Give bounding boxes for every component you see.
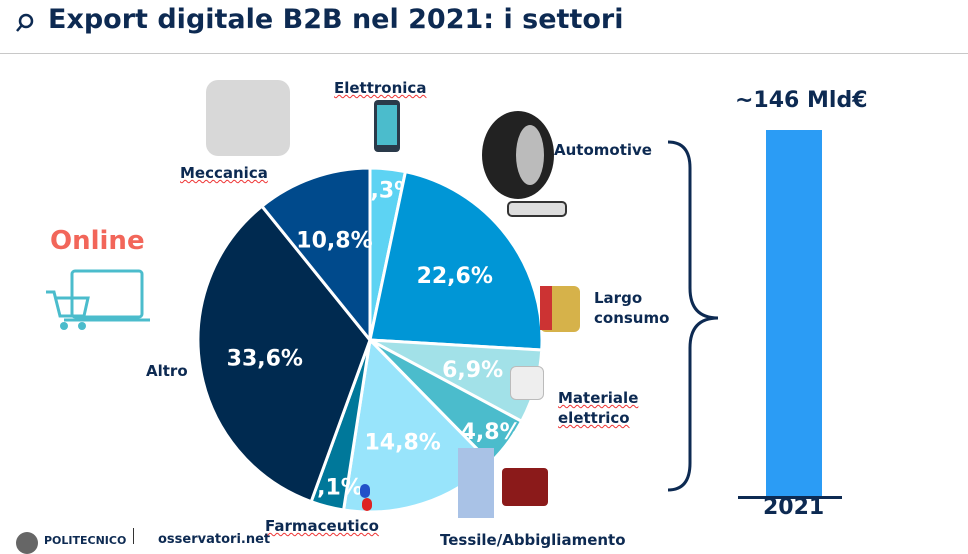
label-elettronica: Elettronica (334, 79, 427, 97)
electric-plug-icon (510, 366, 544, 400)
pie-slice-value: 22,6% (417, 264, 493, 289)
pills-icon (360, 484, 372, 511)
label-altro: Altro (146, 362, 188, 380)
tire-icon (482, 111, 567, 217)
curly-brace (667, 140, 719, 492)
footer-divider (133, 528, 134, 544)
pie-slice-meccanica (259, 166, 372, 345)
smartphone-icon (374, 100, 400, 152)
label-largo-consumo: Largo consumo (594, 289, 670, 327)
pie-slice-value: 6,9% (442, 358, 503, 383)
pie-slice-value: 14,8% (365, 431, 441, 456)
politecnico-text: POLITECNICO (44, 534, 127, 547)
label-tessile: Tessile/Abbigliamento (440, 531, 626, 549)
bar-baseline (738, 496, 842, 499)
online-label: Online (50, 226, 145, 256)
bar-2021 (766, 130, 822, 497)
label-automotive: Automotive (554, 141, 652, 159)
laptop-cart-icon (46, 269, 150, 330)
magnifier-icon (16, 13, 34, 32)
label-meccanica: Meccanica (180, 164, 268, 182)
politecnico-logo (16, 532, 38, 554)
page-title: Export digitale B2B nel 2021: i settori (48, 4, 624, 35)
label-farmaceutico: Farmaceutico (265, 517, 379, 535)
osservatori-logo: osservatori.net (158, 532, 271, 547)
bar-data-label: ~146 Mld€ (735, 88, 868, 113)
clothing-icon (458, 448, 550, 524)
pie-slice-value: 33,6% (227, 347, 303, 372)
gear-mechanism-icon (206, 80, 290, 156)
bar-category-label: 2021 (763, 495, 825, 520)
header-divider (0, 53, 968, 54)
pie-slice-value: 10,8% (296, 228, 372, 253)
label-materiale-elettrico: Materiale elettrico (558, 389, 639, 427)
pie-slice-altro (196, 204, 372, 504)
food-products-icon (540, 286, 580, 332)
